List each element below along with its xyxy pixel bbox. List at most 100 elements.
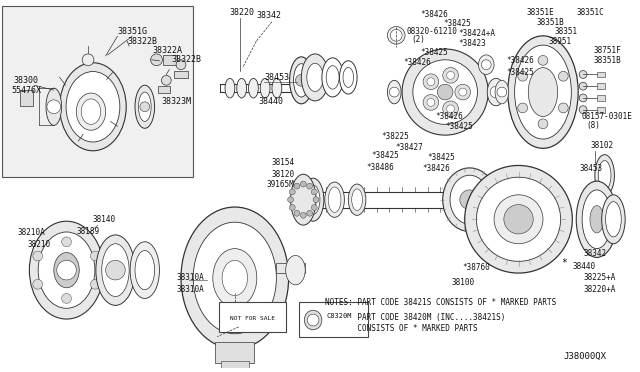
Text: *38425: *38425 [420,48,449,57]
Ellipse shape [348,184,366,215]
Ellipse shape [135,85,155,128]
Text: 38440: 38440 [259,97,284,106]
Ellipse shape [29,221,104,319]
Bar [174,71,188,78]
Circle shape [447,105,454,113]
Bar [596,95,605,101]
Text: *38425: *38425 [372,151,399,160]
Circle shape [497,87,507,97]
Text: *38426: *38426 [507,56,534,65]
Text: 38120: 38120 [272,170,295,179]
Ellipse shape [590,206,604,233]
Ellipse shape [582,190,611,248]
Text: *38760: *38760 [463,263,490,272]
Text: 38751F: 38751F [594,46,621,55]
Text: *38426: *38426 [435,112,463,121]
Ellipse shape [598,161,611,190]
Circle shape [447,71,454,79]
Text: 38210A: 38210A [18,228,45,237]
Circle shape [481,60,491,70]
Ellipse shape [285,256,305,285]
Text: *38426: *38426 [420,10,449,19]
Text: 38322B: 38322B [172,55,201,64]
Circle shape [307,210,312,216]
Text: 38951: 38951 [549,37,572,46]
Circle shape [443,67,458,83]
Circle shape [307,314,319,326]
Circle shape [300,181,306,187]
Text: *38486: *38486 [366,163,394,172]
Text: *38425: *38425 [428,153,455,162]
Text: 08320-61210: 08320-61210 [406,27,457,36]
Ellipse shape [130,242,159,298]
Circle shape [389,87,399,97]
Text: 38351B: 38351B [536,18,564,27]
Circle shape [579,94,587,102]
Circle shape [161,76,172,85]
Bar [276,263,305,273]
Circle shape [61,294,72,303]
Circle shape [518,103,527,113]
Text: 38351G: 38351G [117,27,147,36]
Circle shape [402,49,488,135]
Ellipse shape [304,310,322,330]
Circle shape [294,210,300,216]
Ellipse shape [96,235,135,305]
Bar [596,107,605,113]
Ellipse shape [289,57,313,104]
Text: 38440: 38440 [572,262,595,271]
Text: *38425: *38425 [443,19,471,28]
Ellipse shape [322,58,344,97]
Circle shape [150,54,163,66]
Circle shape [82,54,94,66]
Circle shape [460,190,479,209]
Circle shape [504,205,533,234]
Circle shape [390,29,402,41]
Text: 38100: 38100 [452,278,475,287]
Circle shape [579,82,587,90]
Circle shape [33,251,43,261]
Text: 38310A: 38310A [176,273,204,282]
Text: *: * [561,258,568,268]
Ellipse shape [260,78,270,98]
Bar [596,71,605,77]
Ellipse shape [102,244,129,296]
Text: 38140: 38140 [93,215,116,224]
Circle shape [90,279,100,289]
Ellipse shape [306,185,320,214]
Circle shape [423,74,439,90]
Text: 38323M: 38323M [161,97,191,106]
Ellipse shape [602,195,625,244]
Bar [596,83,605,89]
Ellipse shape [38,232,95,308]
Ellipse shape [81,99,100,124]
Bar [215,341,254,363]
Ellipse shape [387,80,401,104]
Ellipse shape [248,78,259,98]
Circle shape [90,251,100,261]
Text: *38424+A: *38424+A [458,29,495,38]
Ellipse shape [181,207,289,349]
Ellipse shape [301,54,329,101]
Text: 38220+A: 38220+A [583,285,616,294]
Ellipse shape [443,168,497,231]
Ellipse shape [343,67,353,87]
Text: *38426: *38426 [403,58,431,67]
Text: 38300: 38300 [13,76,38,85]
Circle shape [312,189,317,195]
Circle shape [559,103,568,113]
Text: 38351E: 38351E [526,8,554,17]
Circle shape [61,237,72,247]
Text: *38427: *38427 [396,143,423,153]
Circle shape [57,260,76,280]
Circle shape [106,260,125,280]
Ellipse shape [237,78,246,98]
Ellipse shape [450,175,489,224]
Text: 08157-0301E: 08157-0301E [581,112,632,121]
Text: NOTES: PART CODE 38421S CONSISTS OF * MARKED PARTS: NOTES: PART CODE 38421S CONSISTS OF * MA… [325,298,556,307]
Ellipse shape [272,78,282,98]
Text: PART CODE 38420M (INC....38421S): PART CODE 38420M (INC....38421S) [325,312,505,322]
Text: (8): (8) [586,121,600,130]
Ellipse shape [46,88,61,125]
Ellipse shape [212,248,257,307]
